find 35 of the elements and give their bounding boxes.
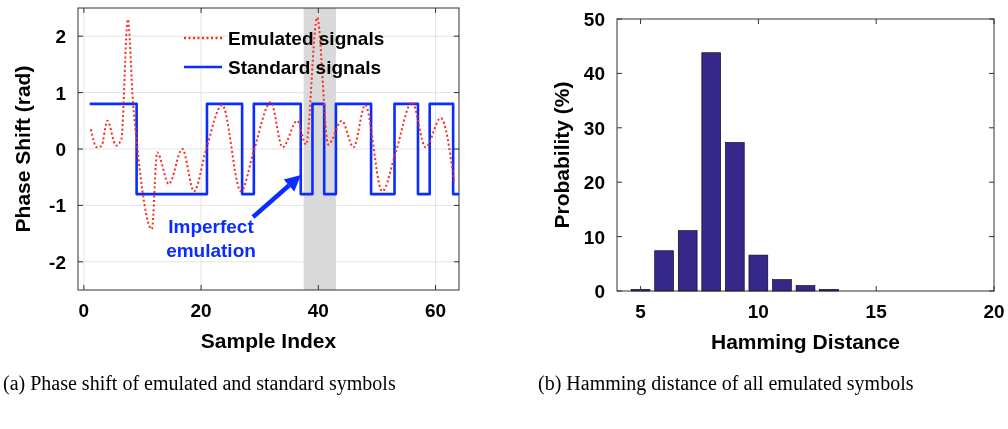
y-tick-label: 0 xyxy=(594,281,605,302)
y-tick-label: -2 xyxy=(49,251,66,273)
x-axis-title: Sample Index xyxy=(200,329,337,352)
y-tick-label: 1 xyxy=(55,82,67,104)
annotation: Imperfect emulation xyxy=(166,216,256,261)
x-tick-label: 40 xyxy=(307,300,329,321)
y-tick-label: 10 xyxy=(583,226,605,248)
x-tick-label: 5 xyxy=(635,301,647,322)
bar xyxy=(772,279,792,292)
text: (b) Hamming distance of all emulated symbols xyxy=(538,372,914,395)
x-tick-label: 0 xyxy=(78,300,90,321)
y-tick-label: 0 xyxy=(55,139,66,160)
x-tick-label: 20 xyxy=(190,300,212,321)
y-axis-title: Probability (%) xyxy=(550,81,573,229)
bar xyxy=(701,52,721,292)
bar xyxy=(677,230,698,292)
x-tick-label: 10 xyxy=(747,301,769,322)
y-tick-label: 50 xyxy=(583,9,605,30)
y-tick-label: 40 xyxy=(583,63,605,85)
bar xyxy=(795,285,816,292)
x-tick-label: 15 xyxy=(865,301,888,322)
y-tick-label: 20 xyxy=(583,172,605,194)
bar xyxy=(748,254,769,292)
legend-label: Standard signals xyxy=(228,57,382,78)
text: (a) Phase shift of emulated and standard symbols xyxy=(3,372,396,395)
bar xyxy=(654,250,674,292)
y-tick-label: -1 xyxy=(49,195,67,217)
x-tick-label: 20 xyxy=(983,301,1005,322)
x-axis-title: Hamming Distance xyxy=(710,330,901,353)
y-tick-label: 2 xyxy=(55,26,66,48)
x-tick-label: 60 xyxy=(424,300,447,321)
legend-label: Emulated signals xyxy=(228,28,385,49)
y-axis-title: Phase Shift (rad) xyxy=(11,65,34,233)
y-tick-label: 30 xyxy=(583,117,605,139)
bar xyxy=(725,142,745,292)
